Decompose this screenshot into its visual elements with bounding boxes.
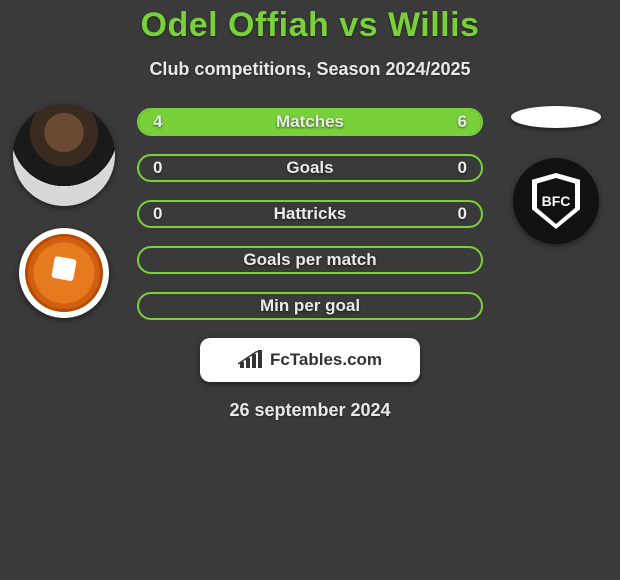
left-player-avatar xyxy=(13,104,115,206)
left-club-badge xyxy=(19,228,109,318)
stat-bar: Goals per match xyxy=(137,246,483,274)
right-club-badge: BFC xyxy=(513,158,599,244)
stat-bar: 46Matches xyxy=(137,108,483,136)
right-player-column: BFC xyxy=(500,104,612,244)
stat-label: Matches xyxy=(139,110,481,134)
stat-bars: 46Matches 00Goals 00Hattricks Goals per mat… xyxy=(137,104,483,320)
stat-label: Goals per match xyxy=(139,248,481,272)
bar-chart-icon xyxy=(238,350,264,370)
brand-text: FcTables.com xyxy=(270,350,382,370)
right-player-avatar xyxy=(511,106,601,128)
stat-label: Hattricks xyxy=(139,202,481,226)
page-title: Odel Offiah vs Willis xyxy=(0,0,620,45)
stat-label: Min per goal xyxy=(139,294,481,318)
brand-badge: FcTables.com xyxy=(200,338,420,382)
stat-bar: 00Hattricks xyxy=(137,200,483,228)
left-player-column xyxy=(8,104,120,318)
stat-label: Goals xyxy=(139,156,481,180)
stat-bar: 00Goals xyxy=(137,154,483,182)
comparison-panel: BFC 46Matches 00Goals 00Hattricks Goals per… xyxy=(0,104,620,421)
subtitle: Club competitions, Season 2024/2025 xyxy=(0,59,620,80)
stat-bar: Min per goal xyxy=(137,292,483,320)
left-club-badge-text xyxy=(19,228,109,318)
date-label: 26 september 2024 xyxy=(0,400,620,421)
